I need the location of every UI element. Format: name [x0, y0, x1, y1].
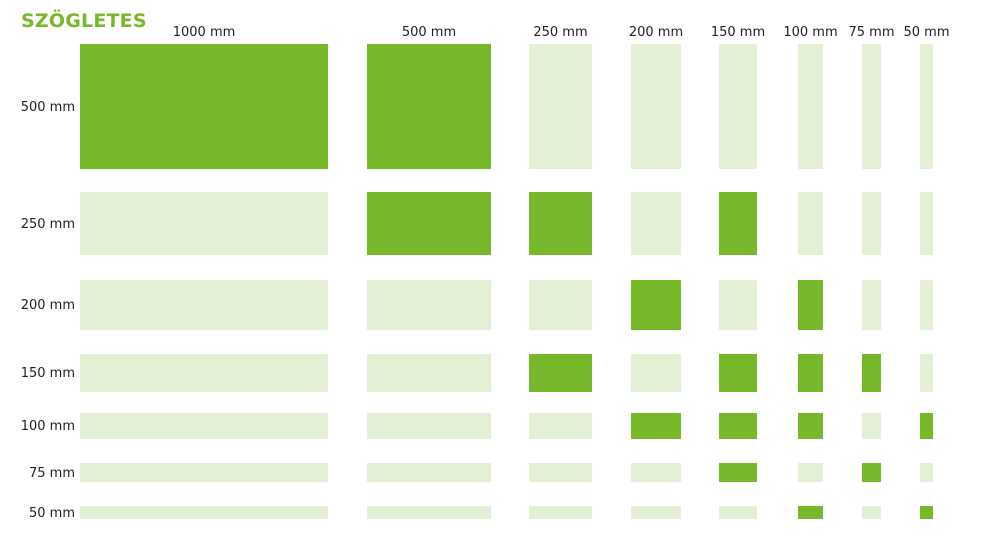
size-cell-unavailable — [798, 463, 823, 482]
size-cell-unavailable — [719, 44, 757, 169]
size-cell-available — [719, 413, 757, 439]
size-cell-unavailable — [920, 354, 933, 392]
size-cell-unavailable — [529, 463, 592, 482]
size-cell-unavailable — [80, 413, 328, 439]
size-cell-available — [529, 354, 592, 392]
size-cell-available — [862, 354, 881, 392]
size-cell-unavailable — [862, 506, 881, 519]
column-label: 250 mm — [533, 25, 588, 40]
size-cell-unavailable — [920, 280, 933, 330]
row-label: 500 mm — [20, 99, 75, 115]
size-cell-unavailable — [920, 463, 933, 482]
size-cell-available — [631, 413, 681, 439]
row-label: 150 mm — [20, 366, 75, 381]
size-cell-available — [862, 463, 881, 482]
page-title: SZÖGLETES — [21, 10, 147, 32]
size-cell-unavailable — [862, 280, 881, 330]
size-cell-unavailable — [631, 192, 681, 255]
size-cell-unavailable — [920, 44, 933, 169]
size-cell-available — [529, 192, 592, 255]
size-cell-available — [798, 506, 823, 519]
size-cell-unavailable — [631, 506, 681, 519]
size-cell-unavailable — [367, 463, 491, 482]
column-label: 150 mm — [710, 25, 766, 40]
row-label: 75 mm — [28, 465, 75, 481]
size-cell-unavailable — [80, 506, 328, 519]
size-cell-unavailable — [631, 354, 681, 392]
size-cell-unavailable — [367, 413, 491, 439]
column-label: 75 mm — [848, 25, 895, 40]
size-cell-unavailable — [798, 192, 823, 255]
size-cell-unavailable — [798, 44, 823, 169]
size-cell-unavailable — [529, 280, 592, 330]
size-cell-unavailable — [631, 44, 681, 169]
size-cell-available — [798, 280, 823, 330]
size-cell-unavailable — [529, 44, 592, 169]
size-cell-unavailable — [80, 463, 328, 482]
size-cell-available — [920, 413, 933, 439]
size-cell-available — [719, 192, 757, 255]
size-cell-unavailable — [367, 354, 491, 392]
size-cell-unavailable — [719, 506, 757, 519]
size-cell-available — [80, 44, 328, 169]
size-cell-unavailable — [367, 280, 491, 330]
row-label: 250 mm — [20, 216, 75, 232]
size-cell-unavailable — [862, 192, 881, 255]
row-label: 200 mm — [20, 298, 75, 313]
size-cell-unavailable — [367, 506, 491, 519]
column-label: 500 mm — [401, 25, 457, 40]
row-label: 100 mm — [20, 419, 75, 434]
size-cell-available — [798, 354, 823, 392]
size-cell-unavailable — [862, 413, 881, 439]
size-cell-unavailable — [862, 44, 881, 169]
size-cell-unavailable — [80, 192, 328, 255]
size-cell-available — [719, 354, 757, 392]
size-cell-available — [719, 463, 757, 482]
size-cell-unavailable — [80, 280, 328, 330]
column-label: 100 mm — [783, 25, 838, 40]
column-label: 1000 mm — [172, 25, 236, 40]
size-cell-unavailable — [920, 192, 933, 255]
size-cell-available — [367, 192, 491, 255]
size-cell-unavailable — [719, 280, 757, 330]
size-cell-available — [920, 506, 933, 519]
row-label: 50 mm — [28, 505, 75, 521]
column-label: 200 mm — [628, 25, 684, 40]
size-cell-available — [631, 280, 681, 330]
size-cell-available — [367, 44, 491, 169]
size-cell-unavailable — [631, 463, 681, 482]
size-cell-unavailable — [529, 506, 592, 519]
size-cell-available — [798, 413, 823, 439]
size-cell-unavailable — [529, 413, 592, 439]
column-label: 50 mm — [903, 25, 950, 40]
size-cell-unavailable — [80, 354, 328, 392]
